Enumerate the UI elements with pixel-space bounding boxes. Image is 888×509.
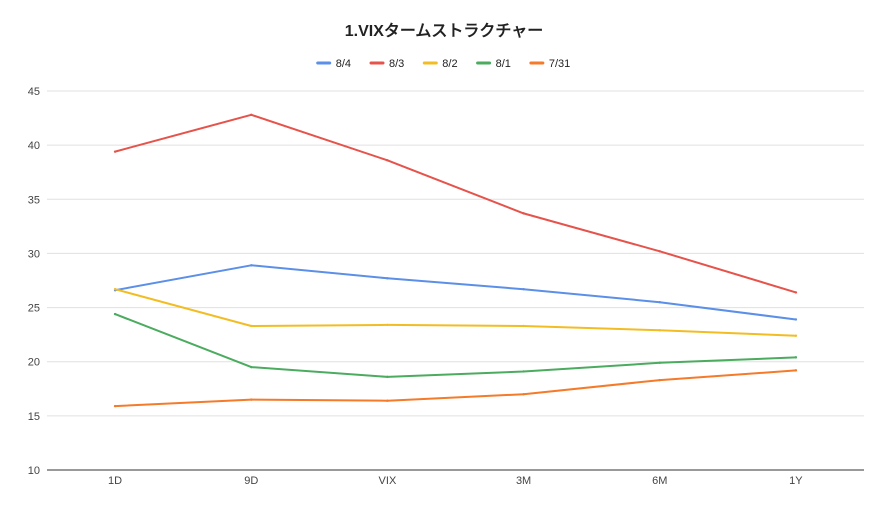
data-point (113, 287, 117, 291)
y-tick-label: 10 (28, 465, 40, 477)
x-tick-label: 6M (652, 475, 667, 487)
data-point (250, 113, 253, 117)
series-line-8-2 (114, 288, 797, 337)
data-point (794, 318, 798, 321)
y-tick-label: 20 (28, 357, 40, 369)
data-point (250, 324, 253, 328)
data-point (522, 212, 525, 215)
data-point (113, 150, 117, 153)
data-point (386, 399, 389, 402)
data-point (522, 287, 525, 291)
legend-item: 8/3 (369, 58, 404, 70)
data-point (794, 369, 798, 372)
series-line-8-4 (114, 264, 797, 321)
legend: 8/4 8/3 8/2 8/1 7/31 (316, 58, 570, 70)
y-tick-label: 15 (28, 411, 40, 423)
data-point (250, 264, 253, 267)
series-line-8-3 (114, 113, 797, 294)
data-point (386, 277, 389, 280)
x-tick-label: 9D (244, 475, 258, 487)
legend-item: 7/31 (529, 58, 570, 70)
data-point (522, 370, 525, 373)
data-point (658, 361, 661, 364)
chart-title: 1.VIXタームストラクチャー (345, 22, 544, 40)
y-tick-label: 40 (28, 140, 40, 152)
x-tick-label: 1D (108, 475, 122, 487)
legend-label: 7/31 (549, 58, 570, 70)
legend-item: 8/4 (316, 58, 351, 70)
y-tick-label: 35 (28, 194, 40, 206)
y-tick-label: 30 (28, 248, 40, 260)
data-point (794, 334, 798, 337)
data-point (658, 300, 661, 304)
data-point (522, 324, 525, 328)
x-tick-label: VIX (379, 475, 397, 487)
x-axis: 1D 9D VIX 3M 6M 1Y (108, 475, 803, 487)
data-point (794, 356, 798, 359)
x-tick-label: 1Y (789, 475, 803, 487)
series-line-8-1 (114, 313, 797, 378)
data-point (658, 329, 661, 332)
data-point (113, 312, 117, 316)
legend-item: 8/1 (476, 58, 511, 70)
legend-item: 8/2 (422, 58, 458, 70)
legend-label: 8/4 (336, 58, 351, 70)
y-tick-label: 45 (28, 86, 40, 98)
y-tick-label: 25 (28, 303, 40, 315)
data-point (386, 375, 389, 379)
grid (47, 90, 864, 471)
data-point (794, 291, 798, 294)
plot-area (113, 113, 798, 408)
data-point (658, 250, 661, 253)
data-point (386, 159, 389, 162)
legend-label: 8/2 (442, 58, 457, 70)
data-point (113, 404, 117, 408)
legend-label: 8/3 (389, 58, 404, 70)
data-point (522, 393, 525, 396)
legend-label: 8/1 (496, 58, 511, 70)
data-point (658, 378, 661, 382)
series-line-7-31 (114, 369, 797, 408)
data-point (386, 323, 389, 327)
data-point (250, 398, 253, 401)
data-point (250, 365, 253, 369)
y-axis: 10 15 20 25 30 35 40 45 (28, 86, 40, 477)
x-tick-label: 3M (516, 475, 531, 487)
